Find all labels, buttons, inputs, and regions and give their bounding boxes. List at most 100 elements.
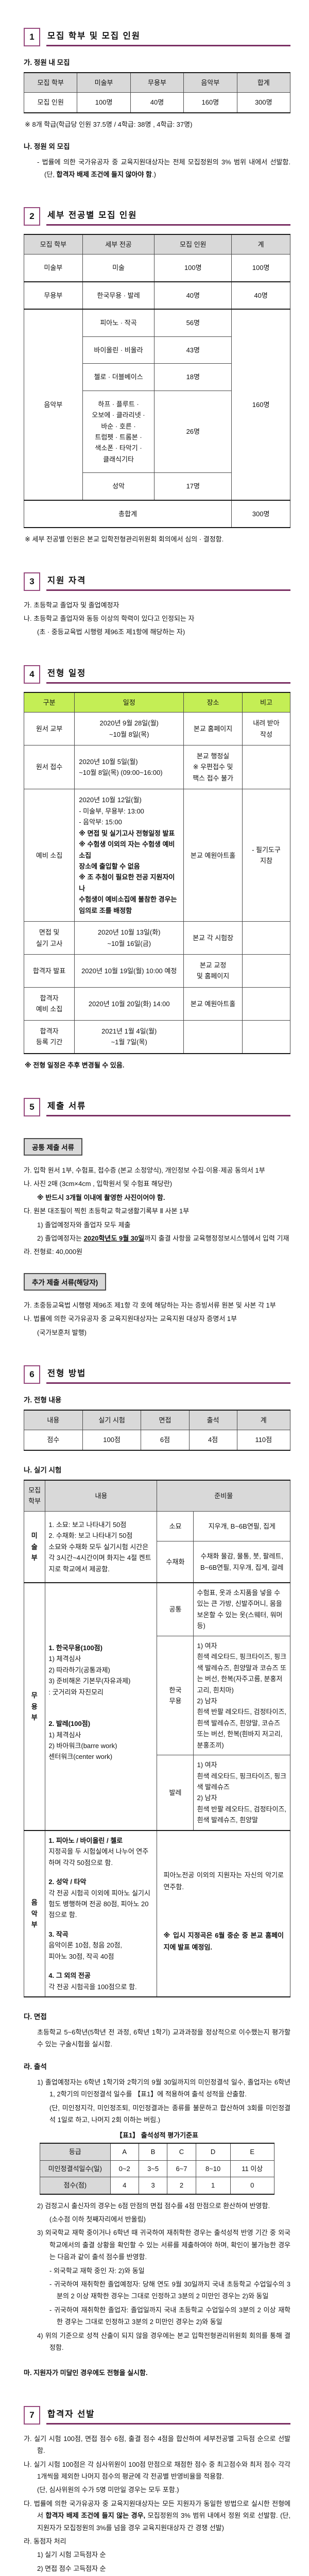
table-row: 미인정결석일수(일) 0~2 3~5 6~7 8~10 11 이상 <box>40 2160 274 2178</box>
paragraph: 나. 초등학교 졸업자와 동등 이상의 학력이 있다고 인정되는 자 <box>24 614 195 622</box>
paragraph: - 귀국하여 재취학한 졸업자: 졸업일까지 국내 초등학교 수업일수의 3분의… <box>49 2306 290 2326</box>
dept-cell: 음 악 부 <box>23 1829 46 1997</box>
prep-text-cell: 피아노전공 이외의 지원자는 자신의 악기로 연주함. ※ 입시 지정곡은 6월… <box>157 1829 290 1997</box>
grade-cell: A <box>110 2143 139 2161</box>
prep-label-cell: 소묘 <box>157 1511 194 1542</box>
text-run: - 법률에 의한 국가유공자 중 교육지원대상자는 전체 모집정원의 3% 범위… <box>37 158 290 178</box>
count-cell: 17명 <box>154 472 232 501</box>
paragraph: 다. 원본 대조필이 찍힌 초등학교 학교생활기록부 Ⅱ 사본 1부 <box>24 1207 190 1215</box>
total-cell: 100명 <box>231 254 290 282</box>
schedule-row: 원서 교부 2020년 9월 28일(월) ~10월 8일(목) 본교 홈페이지… <box>23 712 291 746</box>
value-cell: 100명 <box>77 92 131 113</box>
emphasized-text: 합격자 배제 조건에 들지 않아야 함 <box>56 170 152 178</box>
remark-cell: - 필기도구 지참 <box>242 789 291 922</box>
paragraph: - 법률에 의한 국가유공자 중 교육지원대상자는 전체 모집정원의 3% 범위… <box>37 156 290 180</box>
attendance-table-title: 【표1】 출석성적 평가기준표 <box>115 2131 199 2140</box>
attendance-table: 등급 A B C D E 미인정결석일수(일) 0~2 3~5 6~7 8~10… <box>40 2143 274 2195</box>
practical-row-art: 수채화 수채화 물감, 물통, 붓, 팔레트, B~6B연필, 지우개, 집게,… <box>24 1541 290 1583</box>
paragraph: - 귀국하여 재취학한 졸업예정자: 당해 연도 9월 30일까지 국내 초등학… <box>49 2280 290 2300</box>
table-header-row: 구분 일정 장소 비고 <box>23 692 291 713</box>
paragraph: 3) 외국학교 재학 중이거나 6학년 때 귀국하여 재취학한 경우는 출석성적… <box>37 2229 290 2261</box>
header-cell: 출석 <box>188 1410 237 1431</box>
row-label-cell: 점수(점) <box>40 2177 111 2195</box>
footnote: ※ 세부 전공별 인원은 본교 입학전형관리위원회 회의에서 심의 · 결정함. <box>25 535 224 544</box>
text-run: 2) 졸업예정자는 <box>37 1234 84 1243</box>
value-cell: 4 <box>110 2177 139 2195</box>
section-number-box: 4 <box>24 665 40 684</box>
header-cell: 실기 시험 <box>82 1410 142 1431</box>
stage-cell: 원서 교부 <box>23 712 75 746</box>
major-cell: 하프 · 플루트 · 오보에 · 클라리넷 · 바순 · 호른 · 트럼펫 · … <box>82 390 155 473</box>
paragraph: 가. 초중등교육법 시행령 제96조 제1항 각 호에 해당하는 자는 증빙서류… <box>24 1301 276 1309</box>
section-title: 전형 일정 <box>46 665 290 684</box>
content-heading: 1. 피아노 / 바이올린 / 첼로 <box>48 1836 123 1844</box>
paragraph: 1) 실기 시험 고득점자 순 <box>37 2551 106 2559</box>
value-cell: 2 <box>167 2177 196 2195</box>
paragraph: 나. 법률에 의한 국가유공자 중 교육지원대상자는 교육지원 대상자 증명서 … <box>24 1315 237 1323</box>
table-row-music: 바이올린 · 비올라 43명 <box>24 336 290 364</box>
content-line: 1. 소묘: 보고 나타내기 50점 <box>48 1520 127 1529</box>
date-cell: 2020년 9월 28일(월) ~10월 8일(목) <box>74 712 184 746</box>
table-header-row: 모집 학부 세부 전공 모집 인원 계 <box>24 234 290 255</box>
paragraph: 2) 검정고시 출신자의 경우는 6점 만점의 면접 점수를 4점 만점으로 환… <box>37 2201 270 2210</box>
quota-table: 모집 학부 미술부 무용부 음악부 합계 모집 인원 100명 40명 160명… <box>23 72 291 113</box>
schedule-row: 원서 접수 2020년 10월 5일(월) ~10월 8일(목) (09:00~… <box>23 745 291 790</box>
remark-cell <box>242 921 291 955</box>
grade-cell: B <box>138 2143 168 2161</box>
content-cell: 1. 피아노 / 바이올린 / 첼로 지정곡을 두 시험실에서 나누어 연주하며… <box>45 1829 158 1997</box>
header-cell: 무용부 <box>130 72 184 93</box>
date-cell: 2020년 10월 19일(월) 10:00 예정 <box>74 954 184 988</box>
content-heading: 3. 작곡 <box>48 1930 68 1938</box>
header-cell: 미술부 <box>77 72 131 93</box>
paragraph: 1) 졸업예정자는 6학년 1학기와 2학기의 9월 30일까지의 미인정결석 … <box>37 2078 290 2098</box>
content-line: 소묘와 수채화 모두 실기시험 시간은 각 3시간~4시간이며 화지는 4절 켄… <box>48 1543 151 1573</box>
value-cell: 110점 <box>236 1430 291 1451</box>
content-body: 각 전공 시험곡 이외에 피아노 실기시험도 병행하며 전공 80점, 피아노 … <box>48 1889 150 1919</box>
header-cell: 모집 학부 <box>23 72 78 93</box>
dept-cell: 무 용 부 <box>23 1582 46 1831</box>
subsection-label: 다. 면접 <box>24 2013 47 2021</box>
header-cell: 내용 <box>24 1410 83 1431</box>
paragraph: 4) 위의 기준으로 성적 산출이 되지 않을 경우에는 본교 입학전형관리위원… <box>37 2331 290 2351</box>
content-item: 1. 한국무용(100점) 1) 체격심사 2) 따라하기(공통과제) 3) 준… <box>48 1642 153 1698</box>
table-row: 점수 100점 6점 4점 110점 <box>24 1430 291 1451</box>
header-cell: 비고 <box>242 692 291 713</box>
content-body: 각 전공 시험곡을 100점으로 함. <box>48 1982 137 1991</box>
emphasized-text: 합격자 배제 조건에 들지 않는 경우, <box>45 2512 146 2520</box>
table-row-art: 미술부 미술 100명 100명 <box>24 254 290 282</box>
value-cell: 4점 <box>188 1430 237 1451</box>
section-title: 합격자 선발 <box>46 2406 290 2425</box>
section-2: 2 세부 전공별 모집 인원 모집 학부 세부 전공 모집 인원 계 미술부 미… <box>23 207 290 546</box>
table-row-music: 첼로 · 더블베이스 18명 <box>24 363 290 391</box>
date-cell: 2020년 10월 12일(월) - 미술부, 무용부: 13:00 - 음악부… <box>74 789 184 922</box>
section-title: 제출 서류 <box>46 1098 290 1117</box>
header-cell: 내용 <box>45 1480 158 1512</box>
section-number-box: 5 <box>24 1098 40 1117</box>
schedule-row: 합격자 예비 소집 2020년 10월 20일(화) 14:00 본교 예원아트… <box>23 987 291 1021</box>
date-notes: ※ 면접 및 실기고사 전형일정 발표 ※ 수험생 이외의 자는 수험생 예비소… <box>79 829 177 914</box>
major-cell: 한국무용 · 발레 <box>82 281 155 310</box>
section-number-box: 7 <box>24 2405 40 2425</box>
content-body: 1) 체격심사 2) 따라하기(공통과제) 3) 준비해온 기본무(자유과제) … <box>48 1655 131 1696</box>
date-cell: 2020년 10월 13일(화) ~10월 16일(금) <box>74 921 184 955</box>
content-item: 2. 성악 / 타악 각 전공 시험곡 이외에 피아노 실기시험도 병행하며 전… <box>48 1876 153 1921</box>
value-cell: 11 이상 <box>230 2160 274 2178</box>
subsection-label: 가. 정원 내 모집 <box>24 59 70 66</box>
table-total-row: 총합계 300명 <box>23 499 290 528</box>
table-header-row: 모집 학부 내용 준비물 <box>23 1480 290 1512</box>
header-cell: 계 <box>236 1410 291 1431</box>
place-cell: 본교 각 시험장 <box>183 921 243 955</box>
count-cell: 26명 <box>154 390 232 473</box>
prep-text-cell: 수험표, 옷과 소지품을 넣을 수 있는 큰 가방, 신발주머니, 몸을 보온할… <box>193 1582 290 1636</box>
total-label-cell: 총합계 <box>23 499 232 528</box>
score-table: 내용 실기 시험 면접 출석 계 점수 100점 6점 4점 110점 <box>24 1409 291 1451</box>
header-cell: 일정 <box>74 692 184 713</box>
dept-cell: 미술부 <box>24 254 83 282</box>
grand-total-cell: 300명 <box>231 499 290 528</box>
table-row-dance: 무용부 한국무용 · 발레 40명 40명 <box>24 281 290 310</box>
stage-cell: 예비 소집 <box>23 789 75 922</box>
prep-text-cell: 수채화 물감, 물통, 붓, 팔레트, B~6B연필, 지우개, 집게, 걸레 <box>193 1541 290 1583</box>
common-documents-label: 공통 제출 서류 <box>24 1138 83 1156</box>
paragraph: ※ 반드시 3개월 이내에 촬영한 사진이어야 함. <box>37 1193 165 1201</box>
